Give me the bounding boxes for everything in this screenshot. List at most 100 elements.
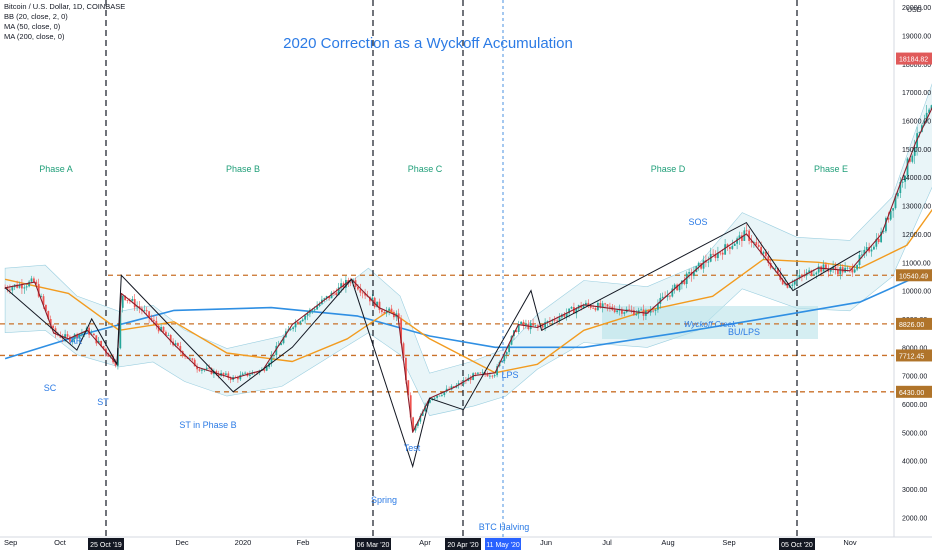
candle-body — [381, 310, 383, 312]
candle-body — [189, 358, 191, 360]
candle-body — [505, 352, 508, 355]
candle-body — [544, 322, 547, 328]
annotation-label: Spring — [371, 495, 397, 505]
candle-body — [753, 242, 755, 243]
candle-body — [633, 310, 635, 316]
candle-body — [102, 346, 105, 349]
candle-body — [791, 284, 794, 286]
candle-body — [815, 272, 818, 275]
candle-body — [280, 343, 283, 346]
candle-body — [201, 369, 203, 371]
price-level-label: 10540.49 — [899, 273, 928, 280]
indicator-bb-label: BB (20, close, 2, 0) — [4, 12, 68, 21]
candle-body — [875, 238, 878, 247]
annotation-label: Wyckoff Creek — [684, 320, 737, 329]
candle-body — [282, 337, 285, 344]
candle-body — [133, 299, 136, 308]
candle-body — [376, 301, 379, 308]
candle-body — [685, 273, 688, 285]
candle-body — [378, 301, 381, 311]
candle-body — [76, 334, 79, 339]
y-tick-label: 2000.00 — [902, 515, 927, 522]
candle-body — [777, 267, 779, 274]
price-level-badge — [896, 349, 932, 362]
candle-body — [373, 297, 376, 308]
candle-body — [882, 231, 885, 233]
candle-body — [335, 292, 338, 296]
candle-body — [114, 362, 117, 366]
candle-body — [510, 336, 513, 345]
candle-body — [436, 395, 439, 398]
annotation-label: ST — [97, 397, 109, 407]
candle-body — [556, 320, 559, 322]
candle-body — [421, 411, 424, 416]
candle-body — [330, 292, 333, 299]
y-tick-label: 10000.00 — [902, 289, 931, 296]
candle-body — [683, 280, 686, 285]
candle-body — [21, 284, 23, 289]
candle-body — [582, 305, 585, 308]
candle-body — [853, 269, 856, 273]
candle-body — [676, 284, 679, 291]
candle-body — [606, 304, 609, 307]
candle-body — [93, 333, 95, 336]
y-tick-label: 16000.00 — [902, 119, 931, 126]
candle-body — [126, 300, 129, 301]
candle-body — [767, 256, 770, 263]
price-level-badge — [896, 385, 932, 398]
candle-body — [707, 261, 710, 263]
candle-body — [897, 193, 899, 197]
candle-body — [131, 299, 134, 301]
candle-body — [880, 231, 883, 243]
candle-body — [167, 335, 170, 336]
date-badge — [88, 538, 124, 550]
candle-body — [760, 246, 763, 254]
candle-body — [517, 324, 520, 332]
candle-body — [196, 366, 199, 370]
candle-body — [193, 359, 196, 367]
candle-body — [928, 109, 931, 113]
candle-body — [11, 287, 14, 291]
candle-body — [630, 309, 633, 311]
candle-body — [249, 374, 251, 376]
candle-body — [16, 284, 19, 288]
chart-title: 2020 Correction as a Wyckoff Accumulatio… — [283, 35, 573, 52]
candle-body — [520, 321, 523, 325]
candle-body — [301, 319, 304, 322]
candle-body — [6, 287, 9, 290]
candle-body — [28, 281, 31, 287]
candle-body — [726, 244, 729, 247]
candle-body — [297, 321, 299, 324]
candle-body — [205, 367, 208, 370]
candle-body — [592, 307, 595, 309]
candle-body — [479, 372, 482, 374]
candle-body — [208, 367, 211, 369]
candle-body — [184, 355, 187, 357]
candle-body — [714, 253, 717, 259]
candle-body — [160, 326, 163, 332]
candle-body — [424, 405, 427, 412]
candle-body — [856, 264, 859, 270]
y-tick-label: 7000.00 — [902, 374, 927, 381]
date-badge-label: 20 Apr '20 — [447, 542, 478, 549]
candle-body — [669, 295, 671, 297]
date-badge — [485, 538, 521, 550]
candle-body — [877, 238, 880, 243]
candle-body — [273, 355, 275, 356]
candle-body — [299, 321, 302, 324]
candle-body — [558, 317, 561, 321]
candle-body — [42, 296, 45, 305]
candle-body — [412, 417, 415, 431]
candle-body — [121, 295, 124, 308]
date-badge — [779, 538, 815, 550]
candle-body — [33, 278, 35, 282]
candle-body — [755, 242, 758, 245]
candle-body — [700, 263, 703, 269]
y-tick-label: 13000.00 — [902, 204, 931, 211]
indicator-ma50-label: MA (50, close, 0) — [4, 22, 61, 31]
candle-body — [155, 320, 158, 326]
candle-body — [359, 289, 362, 293]
candle-body — [414, 425, 417, 431]
candle-body — [923, 120, 926, 126]
